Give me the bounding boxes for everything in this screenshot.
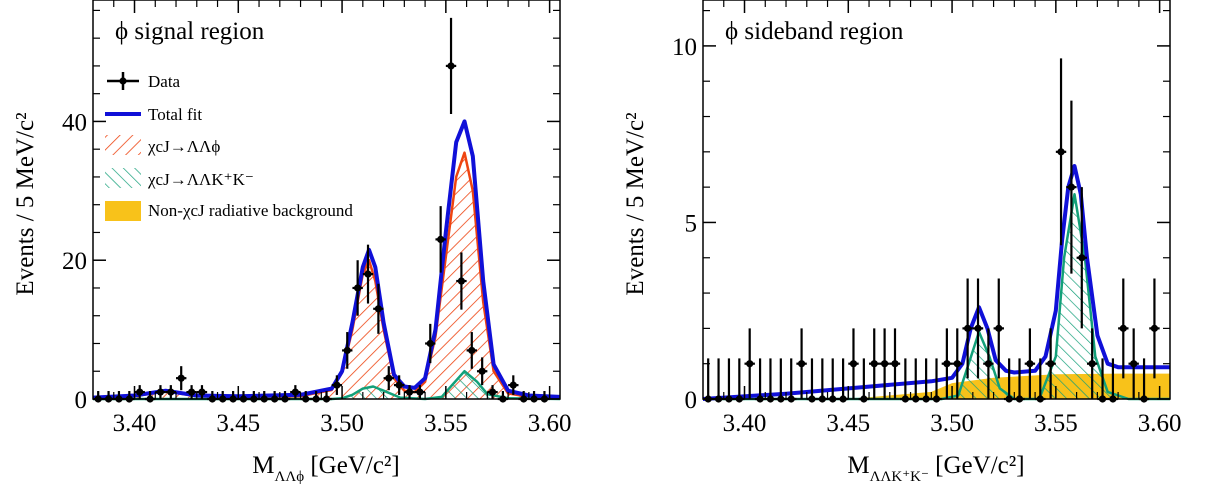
data-point — [435, 206, 446, 273]
data-point — [1055, 58, 1067, 246]
legend-phi-swatch — [105, 135, 141, 155]
data-point — [817, 358, 828, 403]
data-point — [362, 244, 374, 304]
data-points-layer — [703, 58, 1160, 403]
legend-kk-swatch — [105, 168, 141, 188]
x-axis-label: MΛΛϕ [GeV/c²] — [252, 452, 400, 485]
data-point — [889, 328, 901, 399]
data-point — [744, 328, 755, 399]
sideband-region-panel: 3.40 3.45 3.50 3.55 3.60 0 5 10 ϕ sideband regi… — [622, 0, 1181, 485]
data-point — [1118, 278, 1129, 379]
data-point — [1024, 328, 1036, 399]
data-point — [155, 385, 166, 399]
data-point — [848, 328, 859, 399]
data-point — [786, 358, 797, 403]
data-point — [1076, 187, 1087, 329]
series-cj-k-k-area — [703, 194, 1170, 399]
data-point — [466, 332, 477, 369]
series-total-fit-line — [702, 164, 1170, 401]
panel-label: ϕ sideband region — [725, 18, 904, 45]
y-axis-label: Events / 5 MeV/c² — [12, 112, 39, 295]
signal-region-panel: 3.40 3.45 3.50 3.55 3.60 0 20 40 ϕ signal regio… — [12, 0, 571, 485]
data-point — [414, 385, 426, 399]
data-point — [404, 385, 415, 399]
legend-label-phi: χcJ→ΛΛϕ — [147, 137, 220, 156]
x-tick-label: 3.50 — [320, 410, 364, 437]
data-point — [1128, 328, 1139, 399]
y-tick-label: 40 — [62, 109, 87, 136]
data-point — [806, 358, 818, 403]
x-tick-label: 3.50 — [930, 410, 974, 437]
data-point — [352, 260, 363, 316]
data-point — [1066, 100, 1077, 274]
data-point — [827, 358, 838, 403]
data-point — [476, 357, 488, 386]
x-axis-label: MΛΛK⁺K⁻ [GeV/c²] — [847, 452, 1024, 485]
data-point — [134, 385, 145, 399]
axis-ticks: 3.40 3.45 3.50 3.55 3.60 0 20 40 — [62, 0, 571, 437]
data-point — [373, 283, 384, 334]
y-tick-label: 10 — [672, 34, 697, 61]
data-point — [837, 358, 849, 403]
data-point — [703, 358, 714, 403]
legend-label-total-fit: Total fit — [148, 105, 202, 124]
phi-component-layer — [92, 151, 561, 400]
data-point — [962, 278, 973, 379]
y-tick-label: 5 — [685, 210, 698, 237]
data-point — [869, 328, 880, 399]
data-point — [1149, 278, 1160, 379]
x-tick-label: 3.45 — [216, 410, 260, 437]
axis-ticks: 3.40 3.45 3.50 3.55 3.60 0 5 10 — [672, 0, 1181, 437]
series-cj-k-k-area — [93, 371, 560, 399]
y-tick-label: 0 — [685, 387, 698, 414]
x-tick-label: 3.60 — [528, 410, 572, 437]
data-point — [952, 328, 963, 399]
x-tick-label: 3.40 — [723, 410, 767, 437]
data-point — [290, 385, 301, 399]
total-fit-layer — [702, 164, 1170, 401]
plot-frame — [92, 0, 561, 400]
legend-background-swatch — [105, 201, 141, 221]
data-point — [176, 366, 187, 391]
data-point — [1045, 328, 1056, 399]
data-point — [858, 358, 870, 403]
data-point — [487, 385, 498, 399]
legend-label-data: Data — [148, 72, 181, 91]
panel-label: ϕ signal region — [115, 18, 265, 45]
data-point — [383, 366, 394, 391]
data-point — [342, 332, 353, 369]
plot-frame — [702, 0, 1171, 400]
x-tick-label: 3.55 — [424, 410, 468, 437]
legend: Data Total fit χcJ→ΛΛϕ χcJ→ΛΛK⁺K⁻ Non-χc… — [105, 72, 353, 221]
y-tick-label: 0 — [75, 387, 88, 414]
x-tick-label: 3.55 — [1034, 410, 1078, 437]
x-tick-label: 3.60 — [1138, 410, 1182, 437]
data-point — [879, 328, 890, 399]
data-point — [425, 323, 436, 364]
data-point — [393, 375, 405, 395]
data-point — [456, 252, 467, 310]
data-point — [165, 385, 177, 399]
data-point — [1086, 328, 1098, 399]
y-tick-label: 20 — [62, 248, 87, 275]
data-point — [972, 278, 984, 379]
data-point — [796, 328, 807, 399]
x-tick-label: 3.45 — [826, 410, 870, 437]
data-point — [186, 385, 197, 399]
data-point — [445, 17, 457, 114]
y-axis-label: Events / 5 MeV/c² — [622, 112, 649, 295]
data-point — [983, 328, 994, 399]
legend-label-kk: χcJ→ΛΛK⁺K⁻ — [147, 170, 254, 189]
legend-label-background: Non-χcJ radiative background — [148, 201, 353, 220]
legend-data-marker — [107, 72, 139, 90]
x-tick-label: 3.40 — [113, 410, 157, 437]
data-point — [508, 375, 519, 395]
series-cj-area — [93, 152, 560, 399]
data-point — [941, 328, 953, 399]
data-point — [196, 385, 208, 399]
data-point — [993, 278, 1004, 379]
data-point — [331, 375, 343, 395]
